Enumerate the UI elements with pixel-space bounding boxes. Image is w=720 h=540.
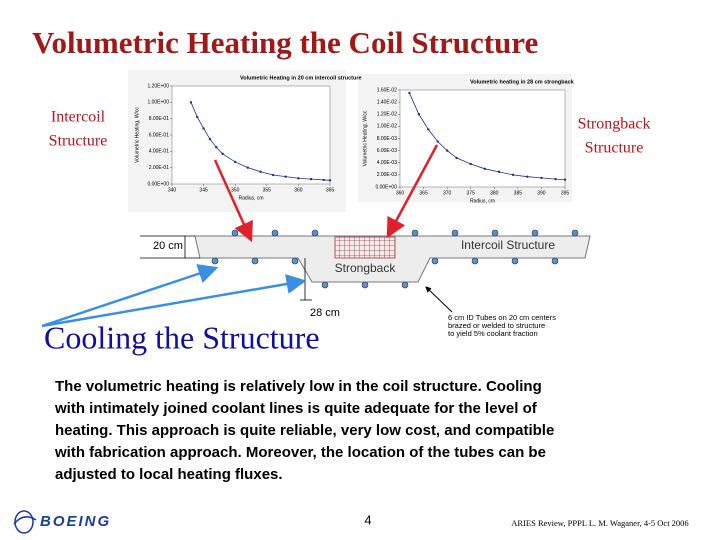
y-axis-label: Volumetric Heating, W/cc [134, 107, 140, 163]
y-tick-label: 1.00E+00 [147, 100, 169, 106]
body-line: The volumetric heating is relatively low… [55, 378, 542, 395]
y-tick-label: 1.40E-02 [377, 99, 398, 105]
y-tick-label: 1.00E-02 [377, 124, 398, 130]
body-text: The volumetric heating is relatively low… [54, 378, 554, 483]
y-tick-label: 2.00E-03 [377, 172, 398, 178]
strongback-label: Structure [585, 140, 644, 157]
x-tick-label: 385 [514, 190, 523, 196]
data-point [445, 149, 449, 152]
arrow [41, 274, 307, 328]
data-point [221, 152, 224, 155]
intercoil-label: Intercoil [51, 109, 106, 126]
data-point [189, 101, 193, 104]
body-line: with fabrication approach. Moreover, the… [54, 444, 546, 461]
plot-area [171, 85, 331, 185]
x-tick-label: 350 [231, 187, 240, 193]
y-tick-label: 4.00E-03 [377, 160, 398, 166]
data-point [427, 128, 430, 131]
dimension-label: 20 cm [153, 240, 183, 252]
x-tick-label: 360 [396, 190, 405, 196]
chart-title: Volumetric heating in 28 cm strongback [470, 79, 575, 85]
y-tick-label: 0.00E+00 [375, 184, 397, 190]
x-tick-label: 380 [490, 190, 499, 196]
y-tick-label: 0.00E+00 [147, 181, 169, 187]
data-point [202, 127, 205, 130]
data-point [309, 177, 313, 181]
y-tick-label: 4.00E-01 [149, 149, 170, 155]
data-point [259, 170, 262, 173]
x-tick-label: 395 [561, 190, 570, 196]
note: to yield 5% coolant fraction [448, 329, 538, 338]
plot-area [399, 89, 566, 188]
dimension-label: 28 cm [310, 307, 340, 319]
data-point [526, 175, 529, 178]
data-point [436, 140, 439, 143]
body-line: adjusted to local heating fluxes. [55, 466, 283, 483]
arrow [386, 144, 439, 239]
x-tick-label: 345 [199, 187, 208, 193]
data-point [408, 91, 411, 95]
y-tick-label: 6.00E-01 [149, 132, 170, 138]
data-point [246, 166, 250, 169]
x-tick-label: 370 [443, 190, 452, 196]
data-point [511, 173, 515, 177]
logo-text: BOEING [40, 513, 111, 530]
x-tick-label: 365 [419, 190, 428, 196]
x-tick-label: 355 [263, 187, 272, 193]
cross-section [140, 229, 591, 301]
section-heading: Cooling the Structure [44, 319, 320, 355]
x-tick-label: 365 [326, 187, 335, 193]
note: 6 cm ID Tubes on 20 cm centers [448, 313, 556, 322]
data-point [271, 173, 275, 177]
data-point [455, 156, 458, 160]
arrow [41, 264, 219, 328]
y-axis-label: Volumetric Heating, W/cc [362, 110, 368, 166]
y-tick-label: 8.00E-01 [149, 116, 170, 122]
logo [13, 510, 37, 534]
data-point [483, 167, 487, 171]
data-point [208, 137, 212, 141]
x-tick-label: 340 [168, 187, 177, 193]
y-tick-label: 1.20E-02 [377, 112, 398, 118]
data-point [540, 176, 543, 180]
slide-title: Volumetric Heating the Coil Structure [32, 25, 538, 60]
data-point [497, 170, 501, 174]
y-tick-label: 2.00E-01 [149, 165, 170, 171]
data-point [563, 178, 567, 181]
footer-credit: ARIES Review, PPPL L. M. Waganer, 4-5 Oc… [511, 518, 688, 528]
data-point [328, 179, 332, 182]
part-label: Intercoil Structure [461, 238, 555, 252]
data-point [469, 162, 472, 166]
data-point [284, 175, 287, 178]
data-point [417, 113, 421, 116]
part-label: Strongback [335, 261, 397, 275]
body-line: heating. This approach is quite reliable… [55, 422, 554, 439]
data-point [196, 115, 199, 119]
data-point [215, 146, 218, 149]
data-point [234, 160, 237, 164]
charts: Volumetric Heating in 20 cm intercoil st… [134, 75, 574, 204]
y-tick-label: 1.20E+00 [147, 83, 169, 89]
x-tick-label: 360 [294, 187, 303, 193]
data-point [297, 177, 300, 180]
x-tick-label: 375 [467, 190, 476, 196]
body-line: with intimately joined coolant lines is … [54, 400, 538, 417]
page-number: 4 [364, 512, 371, 527]
intercoil-label: Structure [49, 133, 108, 150]
x-axis-label: Radius, cm [470, 198, 495, 204]
x-tick-label: 390 [537, 190, 546, 196]
note: brazed or welded to structure [448, 321, 545, 330]
x-axis-label: Radius, cm [238, 195, 263, 201]
data-point [554, 177, 557, 181]
y-tick-label: 6.00E-03 [377, 148, 398, 154]
note-arrow [425, 286, 453, 313]
y-tick-label: 1.60E-02 [377, 87, 398, 93]
data-line [409, 92, 566, 181]
data-point [322, 178, 325, 182]
chart-title: Volumetric Heating in 20 cm intercoil st… [240, 75, 362, 81]
y-tick-label: 8.00E-03 [377, 136, 398, 142]
strongback-label: Strongback [578, 116, 651, 133]
arrow [213, 159, 253, 243]
